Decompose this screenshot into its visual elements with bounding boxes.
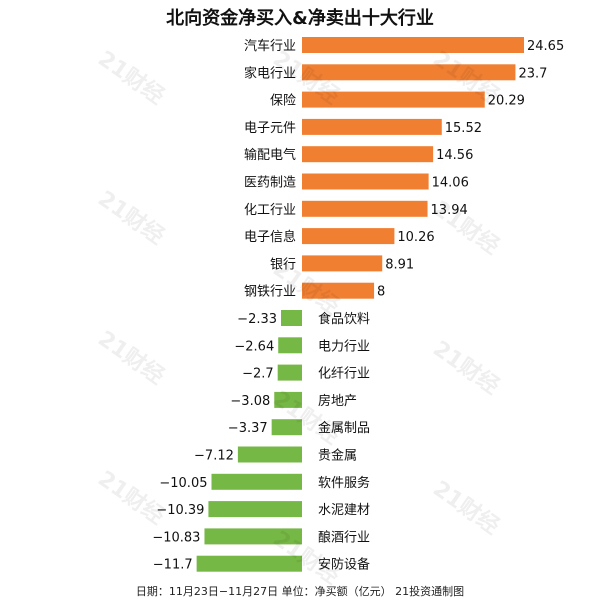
bar <box>211 473 302 490</box>
bar <box>277 364 302 381</box>
data-label: 8.91 <box>385 257 414 272</box>
bar <box>278 337 302 354</box>
data-label: −10.39 <box>156 503 204 518</box>
bar <box>302 228 395 245</box>
category-label: 电子元件 <box>244 121 296 136</box>
chart-title: 北向资金净买入&净卖出十大行业 <box>166 8 434 29</box>
data-label: 14.56 <box>436 148 473 163</box>
category-label: 医药制造 <box>244 176 296 191</box>
bar <box>302 146 434 163</box>
bar <box>302 173 429 190</box>
bar <box>302 37 524 53</box>
category-label: 汽车行业 <box>244 38 296 54</box>
category-label: 电子信息 <box>244 229 296 245</box>
data-label: −11.7 <box>153 558 193 573</box>
bar <box>274 391 302 408</box>
category-label: 家电行业 <box>244 65 296 81</box>
bar <box>281 310 302 326</box>
category-label: 电力行业 <box>318 339 370 354</box>
data-label: 24.65 <box>527 39 564 54</box>
category-label: 化工行业 <box>244 203 296 218</box>
bar <box>302 118 442 135</box>
data-label: 23.7 <box>518 66 547 81</box>
category-label: 保险 <box>270 94 296 109</box>
bar <box>302 282 375 299</box>
bar <box>302 255 383 272</box>
category-label: 酿酒行业 <box>318 529 370 545</box>
category-label: 水泥建材 <box>318 503 370 518</box>
data-label: −10.05 <box>159 476 207 491</box>
category-label: 房地产 <box>318 393 357 409</box>
category-label: 银行 <box>270 257 296 272</box>
category-label: 食品饮料 <box>318 311 370 327</box>
bar <box>208 501 302 518</box>
bar <box>196 555 302 572</box>
bar <box>237 446 302 463</box>
data-label: −3.08 <box>230 394 270 409</box>
bar <box>302 64 516 81</box>
data-label: 14.06 <box>432 176 469 191</box>
bar <box>302 200 428 217</box>
data-label: 20.29 <box>488 94 525 109</box>
data-label: −2.7 <box>242 367 274 382</box>
data-label: −2.33 <box>237 312 277 327</box>
footer-note: 日期：11月23日−11月27日 单位：净买额（亿元） 21投资通制图 <box>135 585 465 598</box>
data-label: 10.26 <box>397 230 434 245</box>
data-label: −2.64 <box>234 339 274 354</box>
data-label: 15.52 <box>445 121 482 136</box>
bar <box>302 91 485 108</box>
category-label: 金属制品 <box>318 420 370 436</box>
data-label: −10.83 <box>152 530 200 545</box>
category-label: 软件服务 <box>318 475 370 491</box>
data-label: −7.12 <box>194 449 234 464</box>
data-label: −3.37 <box>228 421 268 436</box>
bar <box>271 419 302 436</box>
category-label: 钢铁行业 <box>244 285 296 300</box>
category-label: 化纤行业 <box>318 367 370 382</box>
bar <box>204 528 302 545</box>
category-label: 贵金属 <box>318 448 357 464</box>
data-label: 8 <box>377 285 385 300</box>
data-label: 13.94 <box>431 203 468 218</box>
category-label: 安防设备 <box>318 557 370 573</box>
category-label: 输配电气 <box>244 147 296 163</box>
